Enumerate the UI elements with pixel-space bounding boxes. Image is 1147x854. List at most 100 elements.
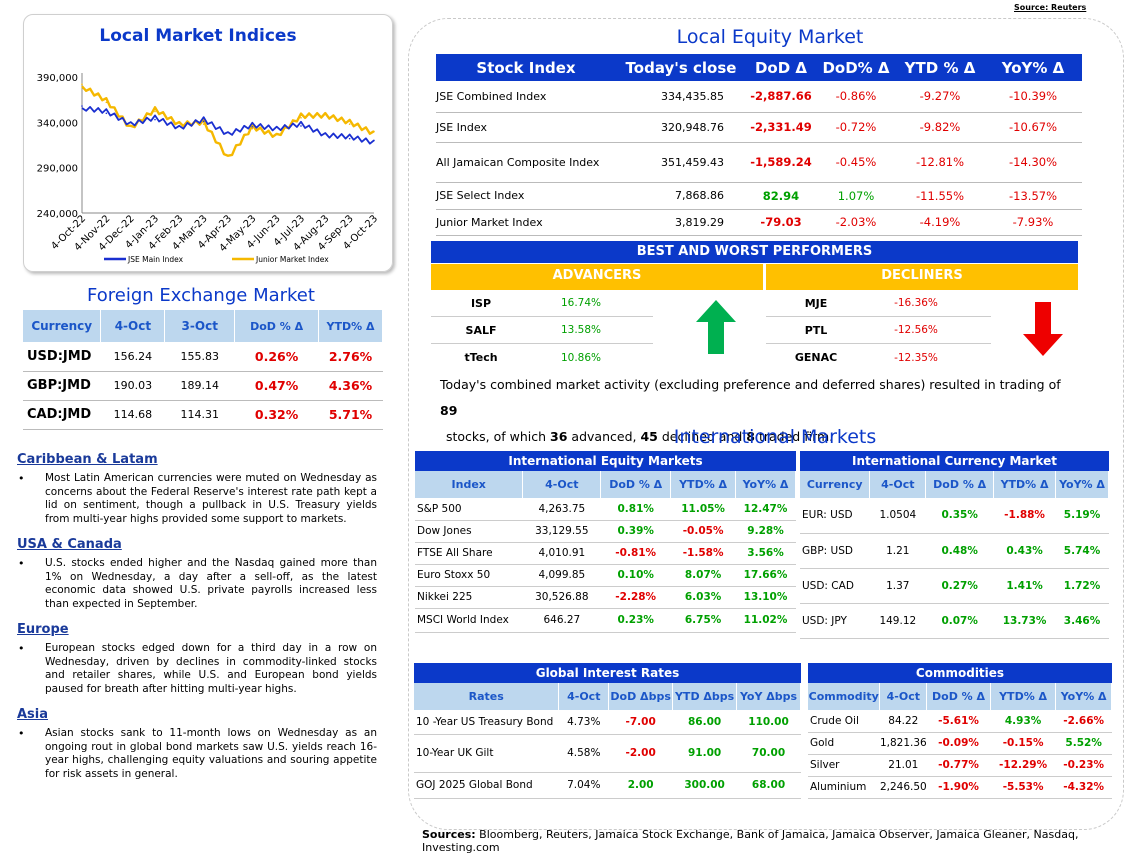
table-header-cell: YoY Δbps: [736, 683, 801, 710]
table-cell: 4,099.85: [522, 564, 601, 587]
sources-footer: Sources: Bloomberg, Reuters, Jamaica Sto…: [422, 828, 1079, 854]
news-block: Asia • Asian stocks sank to 11-month lows …: [17, 707, 377, 781]
equity-cell: -9.27%: [896, 81, 984, 113]
forex-row: USD:JMD 156.24 155.83 0.26% 2.76%: [23, 342, 383, 372]
table-header-cell: YTD Δbps: [672, 683, 738, 710]
equity-row: JSE Select Index 7,868.86 82.94 1.07% -11.55…: [436, 182, 1082, 210]
table-cell: 110.00: [736, 710, 801, 735]
forex-cell: 155.83: [164, 342, 235, 372]
equity-header-cell: DoD Δ: [746, 54, 816, 81]
decliners-change: -12.56%: [894, 324, 938, 336]
table-row: Silver 21.01 -0.77% -12.29% -0.23%: [808, 754, 1112, 777]
series-point: [202, 123, 205, 125]
forex-row: CAD:JMD 114.68 114.31 0.32% 5.71%: [23, 400, 383, 430]
forex-header-cell: 3-Oct: [164, 310, 236, 342]
series-point: [300, 125, 302, 127]
table-cell: 4.93%: [990, 710, 1056, 733]
table-cell: 10-Year UK Gilt: [414, 734, 559, 773]
down-arrow-icon: [1023, 302, 1063, 356]
forex-header-cell: YTD% Δ: [318, 310, 383, 342]
table-header-cell: Currency: [800, 471, 871, 498]
local-indices-chart-panel: Local Market Indices 390,000 340,000 290,0…: [23, 14, 393, 272]
table-header-cell: 4-Oct: [558, 683, 610, 710]
table-cell: 149.12: [869, 603, 926, 639]
forex-cell: 0.26%: [234, 342, 319, 372]
equity-cell: 334,435.85: [616, 81, 746, 113]
forex-title: Foreign Exchange Market: [87, 285, 315, 306]
decliners-ticker: GENAC: [794, 351, 838, 364]
equity-cell: -0.72%: [816, 112, 896, 143]
table-cell: -0.09%: [926, 732, 991, 755]
series-point: [202, 120, 205, 123]
decliners-ticker: MJE: [804, 296, 828, 310]
forex-cell: 0.32%: [234, 400, 319, 430]
table-cell: S&P 500: [415, 498, 523, 521]
table-header-cell: DoD % Δ: [926, 683, 991, 710]
forex-header-cell: Currency: [23, 310, 102, 342]
decliners-ticker: PTL: [804, 323, 828, 337]
table-header-cell: Rates: [414, 683, 560, 710]
legend-label: Junior Market Index: [255, 255, 329, 264]
table-cell: GBP: USD: [800, 533, 870, 569]
news-heading: USA & Canada: [17, 537, 122, 552]
table-cell: 30,526.88: [522, 586, 601, 609]
table-cell: 1.0504: [869, 498, 926, 534]
forex-table: Currency 4-Oct 3-Oct DoD % Δ YTD% Δ USD:JMD 1…: [23, 310, 383, 430]
bullet-icon: •: [18, 472, 25, 485]
equity-cell: 320,948.76: [616, 112, 746, 143]
table-cell: -4.32%: [1055, 776, 1112, 799]
bullet-icon: •: [18, 642, 25, 655]
equity-cell: -2.03%: [816, 209, 896, 236]
table-header-cell: Commodity: [808, 683, 881, 710]
table-cell: 0.48%: [925, 533, 994, 569]
table-cell: 0.27%: [925, 568, 994, 604]
table-cell: 5.19%: [1055, 498, 1109, 534]
table-cell: -0.81%: [600, 542, 671, 565]
equity-cell: -0.45%: [816, 142, 896, 183]
forex-cell: 190.03: [100, 371, 165, 401]
table-cell: -0.77%: [926, 754, 991, 777]
table-header-cell: DoD % Δ: [600, 471, 672, 498]
advancers-change: 16.74%: [560, 297, 602, 309]
table-cell: Gold: [808, 732, 880, 755]
table-row: Nikkei 225 30,526.88 -2.28% 6.03% 13.10%: [415, 586, 796, 609]
decliners-change: -12.35%: [894, 351, 938, 364]
table-cell: 5.52%: [1055, 732, 1112, 755]
decliners-row: GENAC -12.35%: [766, 344, 991, 371]
table-cell: 0.23%: [600, 608, 671, 633]
table-cell: 1.72%: [1055, 568, 1109, 604]
table-cell: 0.43%: [993, 533, 1056, 569]
news-item: • Asian stocks sank to 11-month lows on W…: [17, 727, 377, 781]
intl-equity-table: Index 4-Oct DoD % Δ YTD% Δ YoY% Δ S&P 500 4,26…: [415, 471, 796, 633]
up-arrow-icon: [696, 300, 736, 354]
table-cell: -12.29%: [990, 754, 1056, 777]
rates-panel: Global Interest Rates Rates 4-Oct DoD Δbps…: [414, 663, 801, 799]
equity-header-cell: Today's close: [616, 54, 746, 81]
forex-cell: 189.14: [164, 371, 235, 401]
local-equity-table: Stock Index Today's close DoD Δ DoD% Δ YTD %…: [436, 54, 1082, 236]
rates-table: Rates 4-Oct DoD Δbps YTD Δbps YoY Δbps 10 -Ye…: [414, 683, 801, 799]
table-cell: -0.15%: [990, 732, 1056, 755]
table-cell: 13.73%: [993, 603, 1056, 639]
table-cell: 0.35%: [925, 498, 994, 534]
table-cell: 300.00: [672, 772, 737, 799]
table-cell: 33,129.55: [522, 520, 601, 543]
equity-cell: -0.86%: [816, 81, 896, 113]
advancers-list: ISP 16.74% SALF 13.58% tTech 10.86%: [431, 290, 653, 371]
table-cell: 3.46%: [1055, 603, 1109, 639]
decliners-change: -16.36%: [894, 297, 938, 309]
table-cell: 4.58%: [558, 734, 609, 773]
international-title: International Markets: [673, 426, 877, 448]
table-cell: 70.00: [736, 734, 801, 773]
equity-cell: JSE Select Index: [436, 182, 616, 210]
intl-currency-panel: International Currency Market Currency 4-…: [800, 451, 1109, 639]
table-cell: 1,821.36: [879, 732, 927, 755]
table-row: USD: JPY 149.12 0.07% 13.73% 3.46%: [800, 603, 1109, 639]
bullet-icon: •: [18, 557, 25, 570]
forex-cell: 156.24: [100, 342, 165, 372]
equity-cell: -10.39%: [984, 81, 1082, 113]
equity-cell: -10.67%: [984, 112, 1082, 143]
equity-cell: -1,589.24: [746, 142, 816, 183]
series-point: [178, 125, 181, 127]
equity-cell: All Jamaican Composite Index: [436, 142, 616, 183]
